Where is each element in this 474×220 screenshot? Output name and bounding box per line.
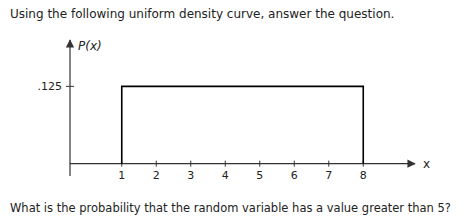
axes: 1 2 3 4 5 6 7 8 .125 x P(x) (38, 39, 431, 182)
chart-svg: Using the following uniform density curv… (0, 0, 474, 220)
x-tick (225, 161, 226, 167)
y-axis-label: P(x) (78, 39, 102, 53)
x-tick-label: 1 (118, 169, 125, 182)
x-tick-label: 4 (222, 169, 229, 182)
y-tick-label: .125 (38, 80, 63, 93)
x-tick-label: 3 (187, 169, 194, 182)
title: Using the following uniform density curv… (10, 7, 394, 21)
y-tick (66, 86, 74, 87)
x-tick (156, 161, 157, 167)
x-tick-label: 5 (256, 169, 263, 182)
x-tick-label: 2 (153, 169, 160, 182)
x-tick (259, 161, 260, 167)
density-line (122, 86, 364, 163)
x-tick (190, 161, 191, 167)
chart-container: Using the following uniform density curv… (0, 0, 474, 220)
x-tick (328, 161, 329, 167)
x-tick (294, 161, 295, 167)
plot-area (122, 86, 364, 163)
x-tick-label: 7 (325, 169, 332, 182)
annotation: What is the probability that the random … (10, 201, 451, 215)
x-axis-label: x (423, 157, 430, 171)
x-tick-label: 8 (360, 169, 367, 182)
x-tick-label: 6 (291, 169, 298, 182)
y-axis-line (69, 40, 70, 176)
